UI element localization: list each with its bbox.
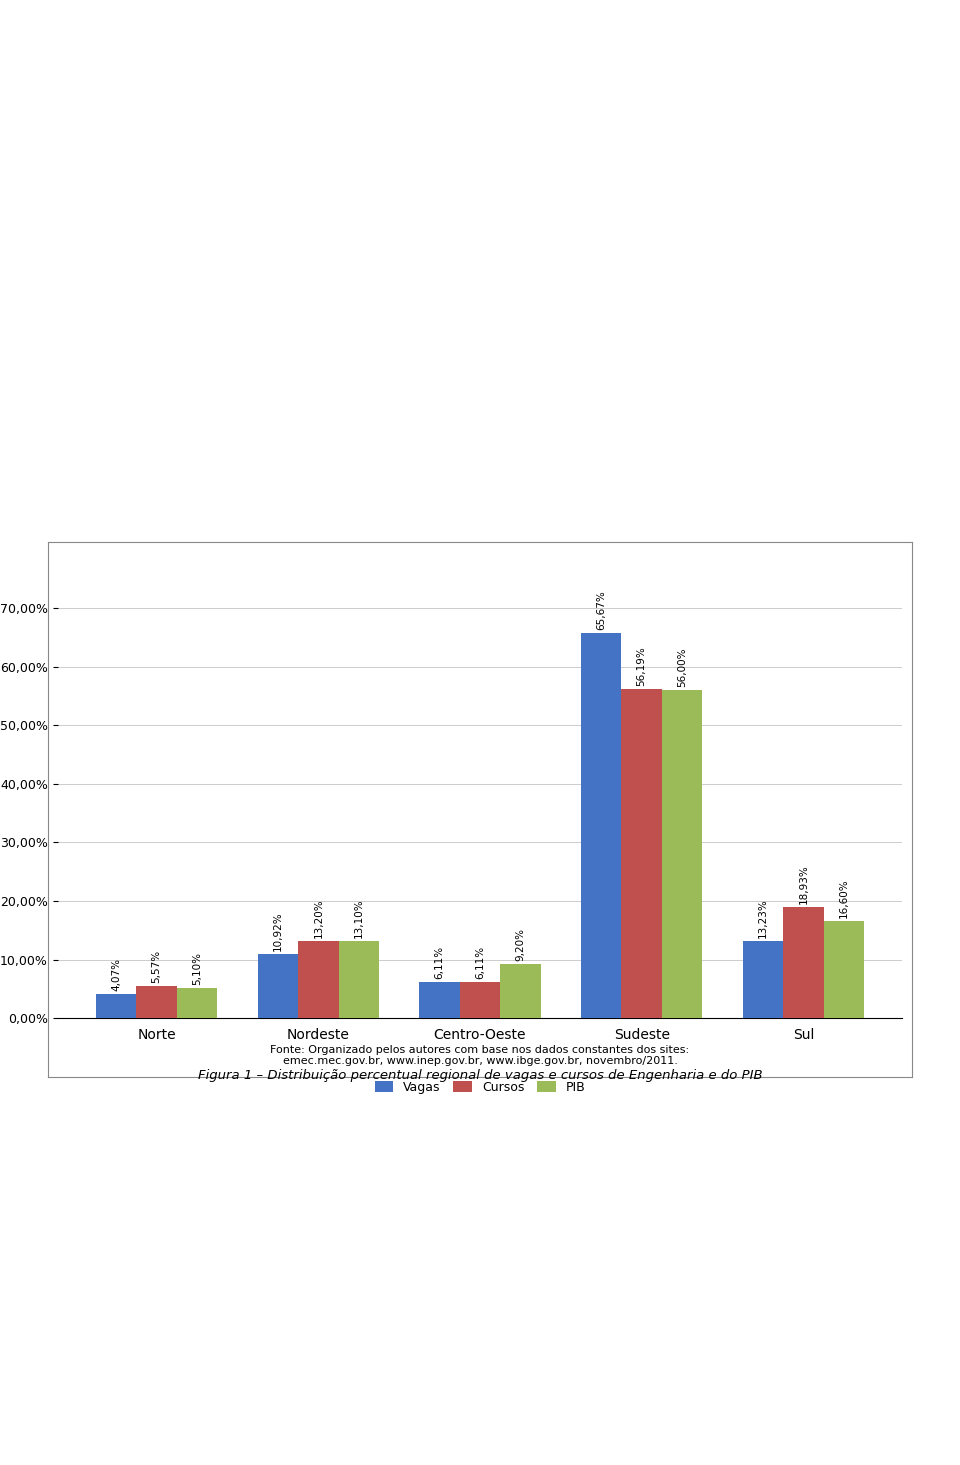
Text: 16,60%: 16,60% [839, 879, 849, 919]
Text: 13,23%: 13,23% [758, 898, 768, 938]
Text: 9,20%: 9,20% [516, 929, 525, 961]
Bar [257, 954, 299, 1018]
Text: 6,11%: 6,11% [475, 946, 485, 980]
Bar [136, 986, 177, 1018]
Bar [96, 995, 136, 1018]
Text: Fonte: Organizado pelos autores com base nos dados constantes dos sites:
emec.me: Fonte: Organizado pelos autores com base… [271, 1045, 689, 1067]
Text: 4,07%: 4,07% [111, 958, 121, 992]
Text: 13,20%: 13,20% [313, 898, 324, 938]
Bar [824, 921, 864, 1018]
Text: 65,67%: 65,67% [596, 590, 607, 630]
Text: 18,93%: 18,93% [799, 864, 808, 904]
Bar [299, 941, 339, 1018]
Bar [581, 633, 621, 1018]
Text: 6,11%: 6,11% [435, 946, 444, 980]
Bar [743, 941, 783, 1018]
Text: 56,00%: 56,00% [677, 648, 687, 687]
Bar [177, 989, 217, 1018]
Bar [460, 983, 500, 1018]
Text: Figura 1 – Distribuição percentual regional de vagas e cursos de Engenharia e do: Figura 1 – Distribuição percentual regio… [198, 1069, 762, 1083]
Bar [621, 689, 661, 1018]
Legend: Vagas, Cursos, PIB: Vagas, Cursos, PIB [371, 1077, 589, 1097]
Bar [500, 964, 540, 1018]
Bar [661, 690, 703, 1018]
Text: 5,10%: 5,10% [192, 952, 202, 986]
Text: 5,57%: 5,57% [152, 949, 161, 983]
Text: 56,19%: 56,19% [636, 646, 647, 686]
Bar [783, 907, 824, 1018]
Text: 10,92%: 10,92% [273, 911, 283, 951]
Bar [420, 983, 460, 1018]
Bar [339, 942, 379, 1018]
Text: 13,10%: 13,10% [353, 900, 364, 939]
